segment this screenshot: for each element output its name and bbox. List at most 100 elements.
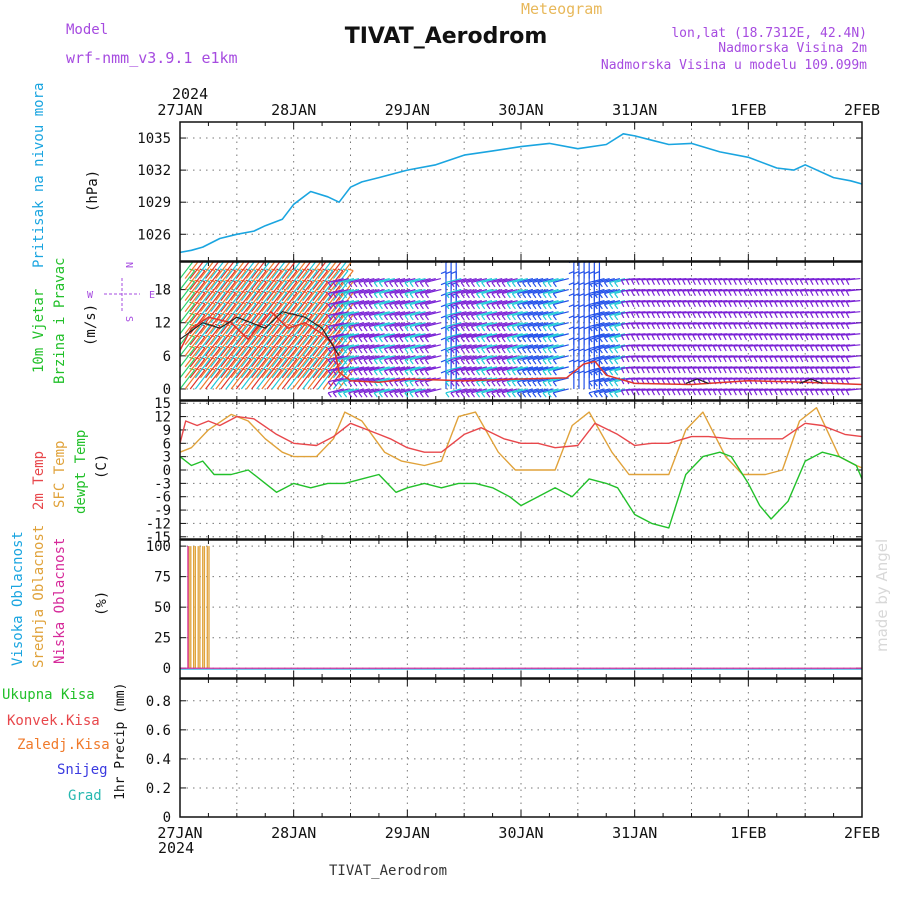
wind-barb-flag — [733, 290, 737, 297]
wind-barb-flag — [763, 345, 768, 352]
wind-barb — [312, 347, 329, 368]
wind-barb-flag — [723, 334, 727, 341]
wind-barb — [461, 322, 477, 328]
wind-barb — [256, 325, 272, 346]
wind-barb-flag — [794, 323, 799, 330]
wind-barb-flag — [697, 312, 702, 319]
wind-barb — [297, 358, 313, 379]
pressure-label: Pritisak na nivou mora — [31, 83, 47, 268]
wind-barb — [205, 347, 221, 368]
wind-barb — [215, 336, 231, 357]
wind-barb-flag — [368, 359, 373, 365]
wind-barb-flag — [522, 282, 527, 288]
wind-barb — [547, 277, 564, 284]
wind-barb-flag — [409, 370, 414, 376]
wind-barb-flag — [373, 359, 378, 365]
wind-barb — [302, 303, 318, 324]
wind-barb — [425, 388, 442, 394]
wind-barb-flag — [651, 356, 656, 363]
wind-barb — [394, 344, 411, 350]
wind-barb-flag — [603, 381, 609, 387]
wind-barb-flag — [789, 356, 794, 363]
wind-barb-flag — [251, 258, 256, 259]
wind-barb-flag — [702, 312, 707, 319]
wind-barb — [256, 303, 272, 324]
wind-barb — [588, 300, 605, 306]
wind-barb-flag — [651, 367, 656, 374]
wind-barb — [414, 300, 431, 306]
wind-barb-flag — [845, 367, 850, 374]
wind-barb — [846, 311, 861, 314]
wind-barb-flag — [593, 304, 598, 310]
wind-barb-flag — [789, 301, 794, 308]
wind-barb — [491, 333, 508, 339]
wind-barb-flag — [738, 367, 742, 374]
wind-barb-flag — [399, 326, 404, 332]
wind-barb — [542, 289, 559, 295]
wind-barb-flag — [728, 390, 732, 396]
wind-barb-flag — [353, 282, 358, 288]
wind-barb — [194, 270, 211, 290]
wind-barb-flag — [593, 370, 598, 376]
precip-panel: 00.20.40.60.8 — [146, 678, 863, 826]
wind-barb-flag — [682, 279, 686, 286]
wind-barb — [180, 314, 196, 335]
wind-barb — [501, 355, 518, 361]
wind-barb-flag — [825, 279, 829, 286]
wind-barb — [230, 336, 247, 357]
wind-barb-flag — [394, 337, 399, 343]
wind-barb-flag — [573, 326, 580, 330]
lonlat: lon,lat (18.7312E, 42.4N) — [671, 26, 867, 41]
wind-barb-flag — [527, 348, 532, 354]
wind-barb — [409, 311, 426, 317]
wind-barb — [486, 300, 503, 306]
wind-barb-flag — [409, 359, 414, 365]
wind-barb-flag — [481, 359, 486, 365]
wind-barb — [246, 270, 262, 290]
wind-barb — [379, 377, 395, 383]
wind-barb — [394, 388, 411, 394]
wind-barb — [404, 333, 421, 339]
wind-barb — [281, 270, 298, 290]
wind-barb-flag — [641, 390, 645, 396]
wind-barb-flag — [511, 348, 516, 354]
wind-barb-flag — [445, 282, 450, 288]
wind-barb-flag — [552, 370, 557, 376]
wind-barb-flag — [753, 345, 758, 352]
wind-barb-flag — [631, 356, 635, 363]
wind-barb-flag — [603, 326, 609, 332]
wind-barb-flag — [358, 359, 363, 365]
wind-barb — [240, 270, 257, 290]
wind-barb-flag — [774, 279, 778, 286]
wind-barb — [338, 377, 355, 383]
wind-barb — [517, 333, 534, 339]
wind-barb-flag — [646, 390, 650, 396]
wind-barb-flag — [799, 345, 804, 352]
wind-barb-flag — [573, 304, 580, 308]
wind-barb — [353, 355, 370, 361]
wind-barb — [368, 366, 385, 372]
wind-barb-flag — [830, 312, 835, 319]
wind-barb-flag — [332, 315, 337, 321]
wind-barb-flag — [527, 293, 532, 299]
wind-barb — [491, 277, 508, 284]
wind-barb-flag — [383, 315, 389, 321]
wind-barb-flag — [476, 370, 481, 376]
wind-barb-flag — [419, 337, 424, 343]
wind-barb-flag — [794, 301, 799, 308]
wind-barb-flag — [712, 334, 717, 341]
wind-barb-flag — [743, 312, 748, 319]
wind-barb — [450, 366, 467, 372]
wind-barb-flag — [593, 348, 598, 354]
wind-barb — [230, 358, 247, 379]
wind-barb-flag — [358, 315, 363, 321]
wind-barb-flag — [378, 370, 383, 376]
wind-barb — [297, 303, 313, 324]
wind-barb-flag — [337, 326, 343, 332]
wind-barb — [333, 289, 349, 295]
wind-barb-flag — [845, 345, 850, 352]
wind-barb-flag — [830, 290, 835, 297]
wind-barb-flag — [506, 370, 511, 376]
wind-barb-flag — [573, 348, 580, 352]
